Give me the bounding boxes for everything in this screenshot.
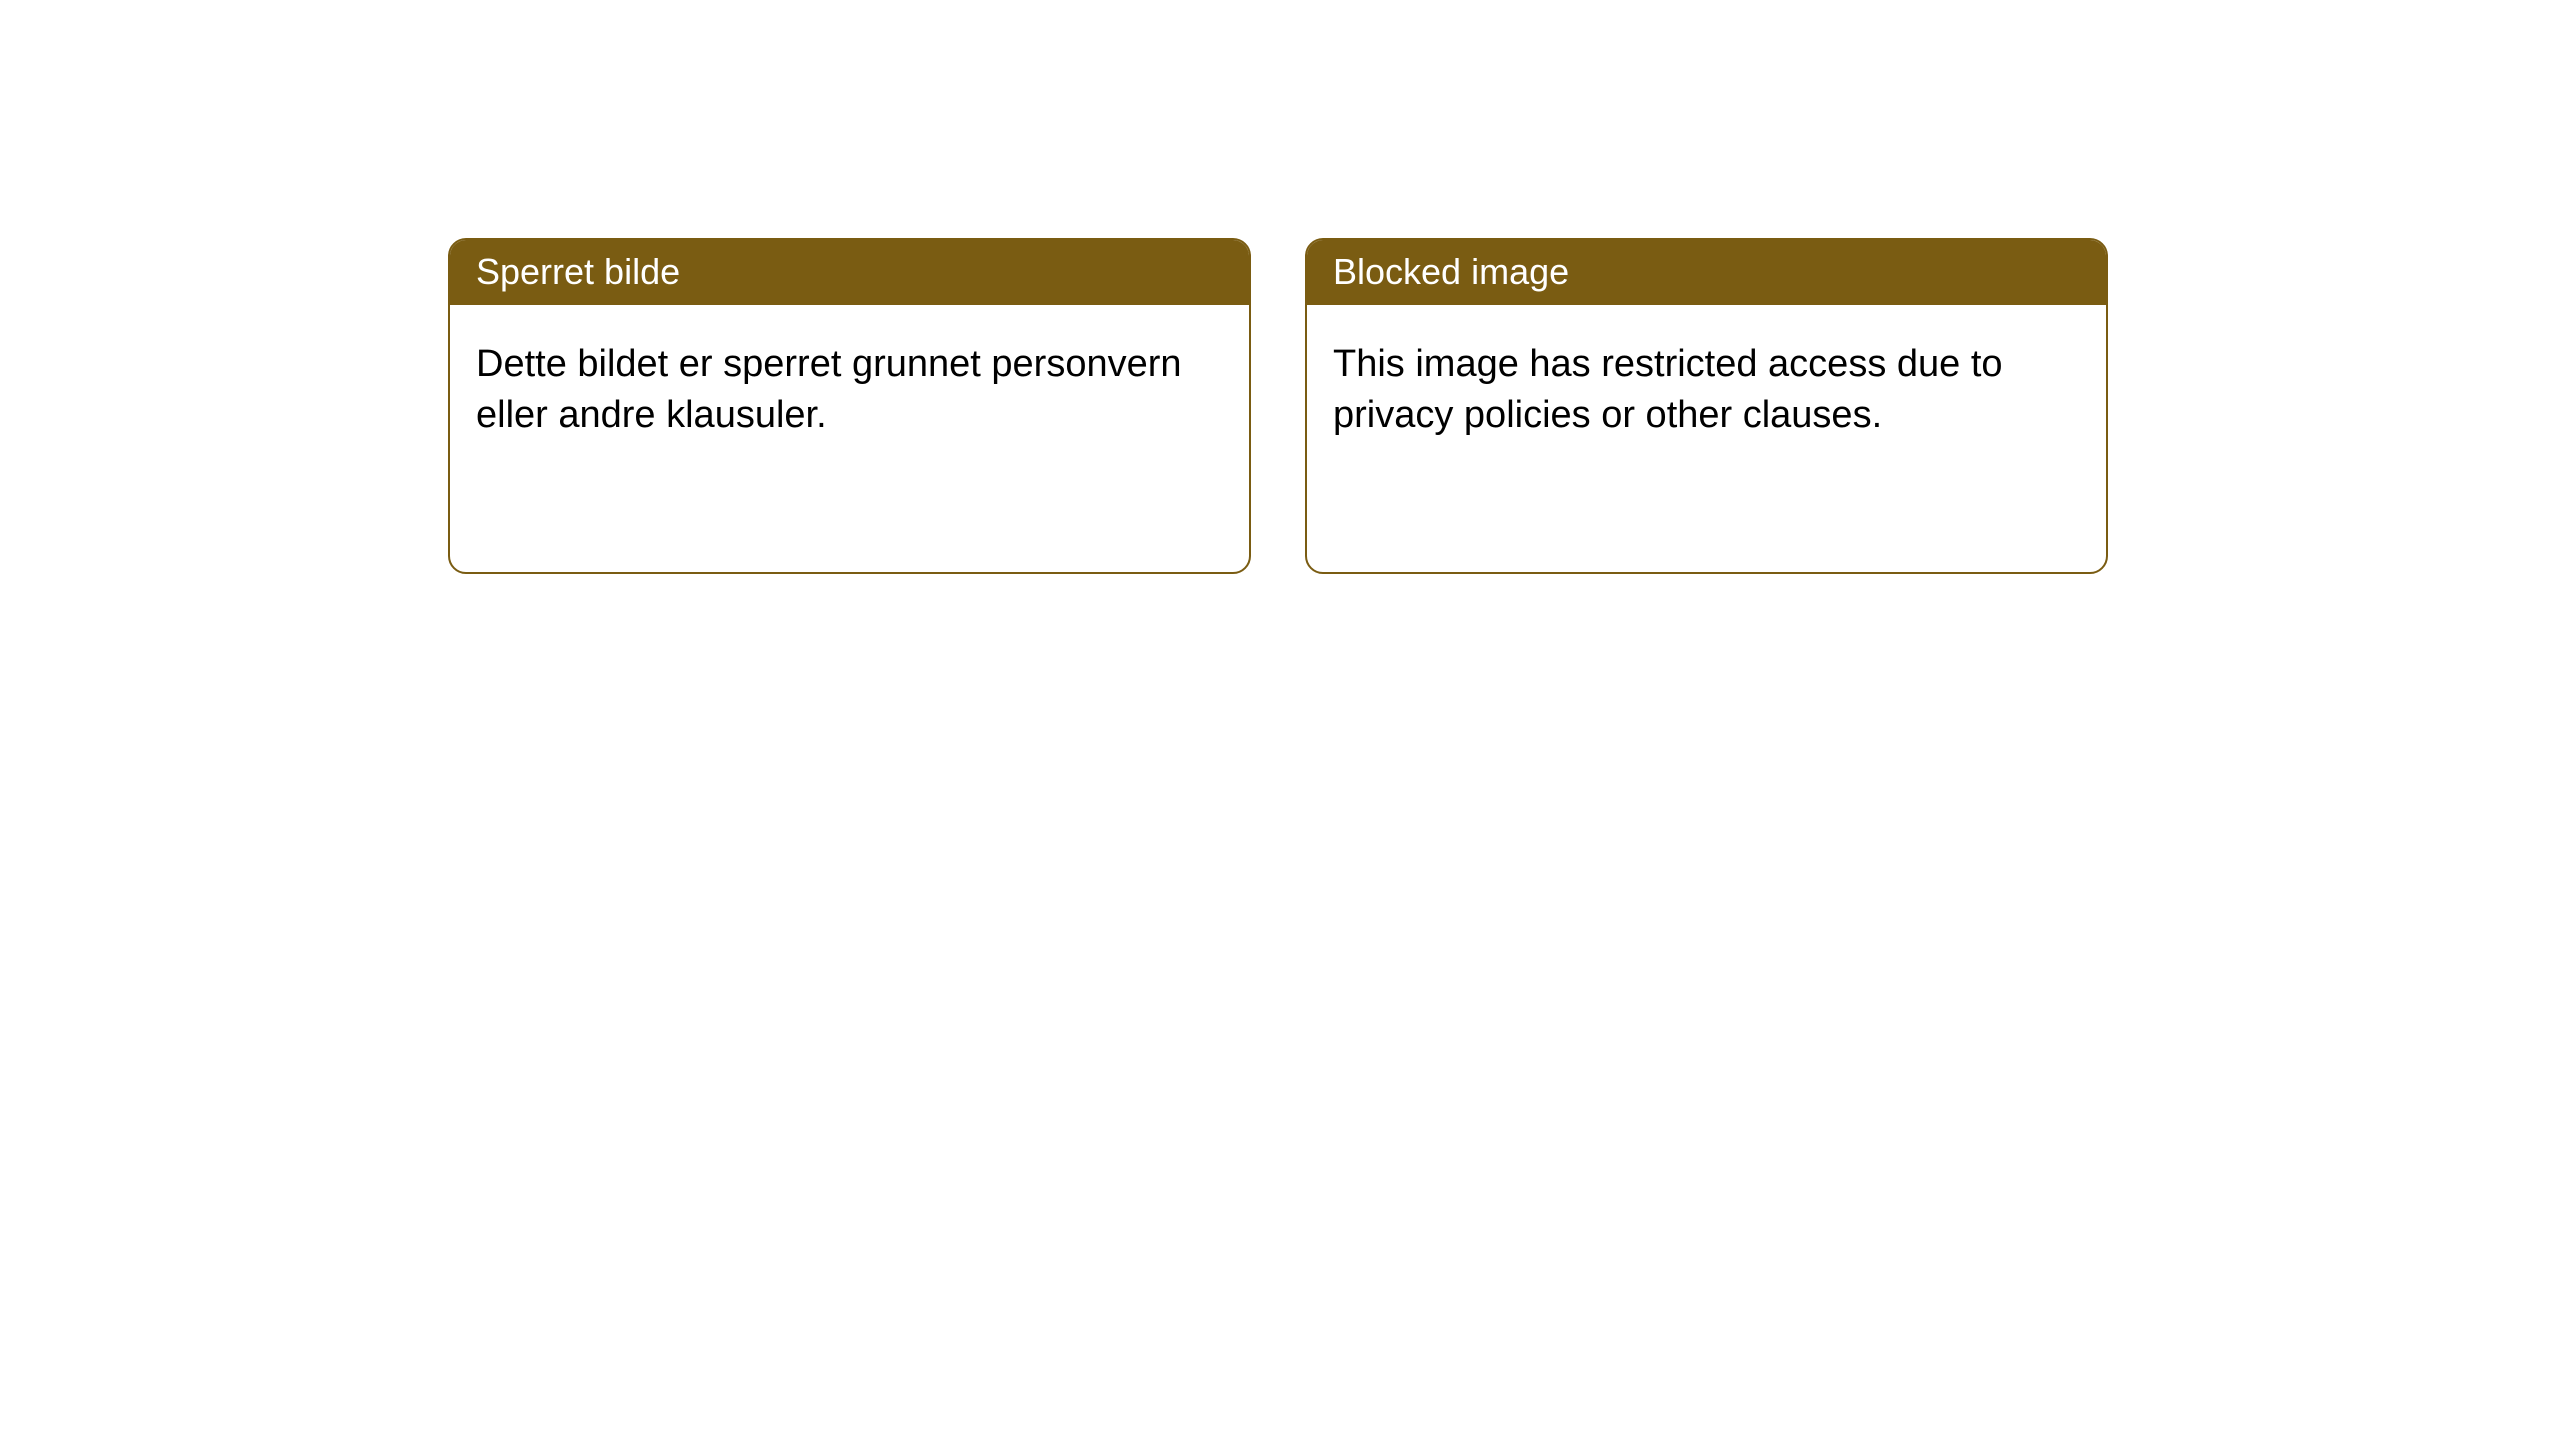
notice-title-norwegian: Sperret bilde — [450, 240, 1249, 305]
notice-body-norwegian: Dette bildet er sperret grunnet personve… — [450, 305, 1249, 476]
notice-card-english: Blocked image This image has restricted … — [1305, 238, 2108, 574]
notice-container: Sperret bilde Dette bildet er sperret gr… — [0, 0, 2560, 574]
notice-card-norwegian: Sperret bilde Dette bildet er sperret gr… — [448, 238, 1251, 574]
notice-title-english: Blocked image — [1307, 240, 2106, 305]
notice-body-english: This image has restricted access due to … — [1307, 305, 2106, 476]
